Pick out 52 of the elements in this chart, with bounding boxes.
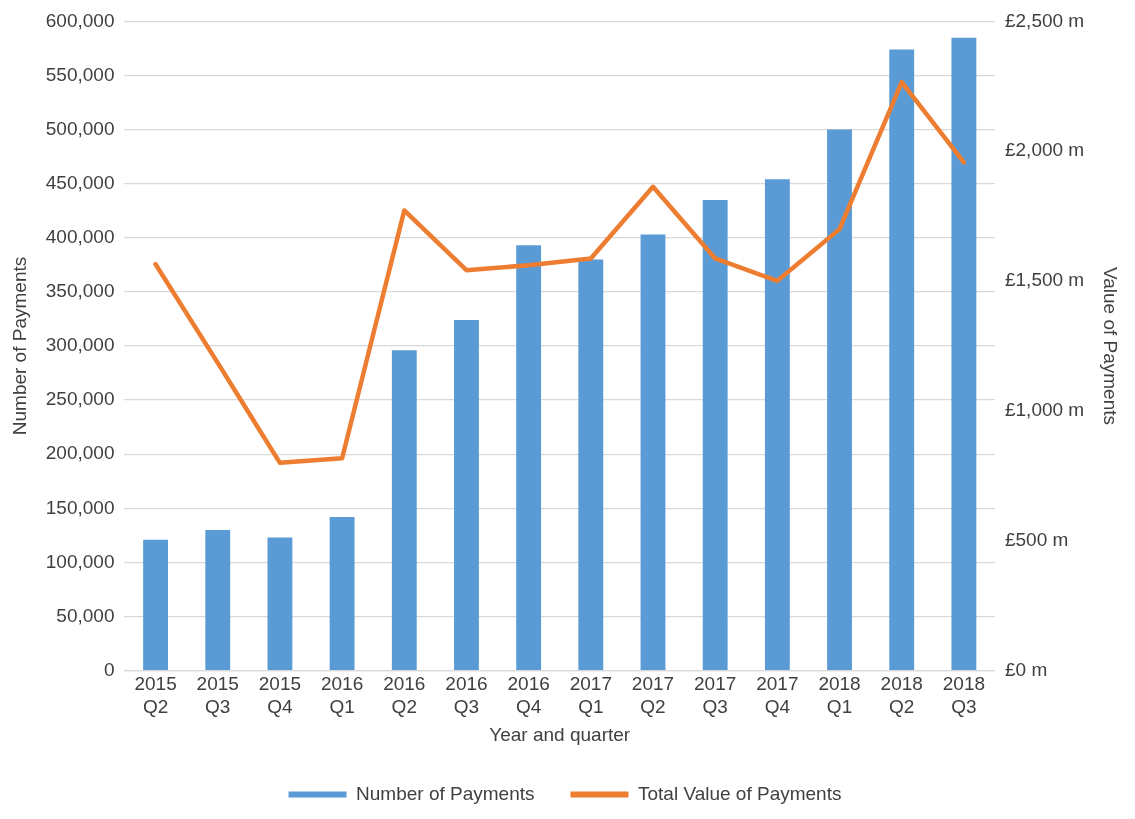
x-tick-label: 2016 Q2 [383,673,426,718]
y-tick-label: 300,000 [45,334,115,356]
y-tick-label: 550,000 [45,63,115,85]
y-tick-label: 150,000 [45,496,115,518]
x-tick-label: 2017 Q1 [569,673,612,718]
y-axis-title: Number of Payments [8,256,30,436]
bar [578,259,604,670]
y-tick-label: 100,000 [45,550,115,572]
x-tick-label: 2018 Q1 [818,673,861,718]
bar [640,234,666,670]
bar [827,129,852,670]
y-tick-label: 600,000 [45,9,115,31]
y2-tick-label: £500 m [1004,528,1069,550]
x-tick-label: 2017 Q2 [631,673,675,718]
y-tick-label: 450,000 [45,171,115,193]
bar [329,516,355,670]
y2-tick-label: £0 m [1004,658,1048,680]
bar [205,529,231,670]
bar [951,37,977,670]
bar [764,179,790,670]
y-tick-label: 0 [103,658,115,680]
x-tick-label: 2016 Q3 [445,673,488,718]
bar [454,320,479,670]
legend-label: Total Value of Payments [637,782,842,804]
y2-tick-label: £1,000 m [1004,399,1085,421]
bar [516,245,542,670]
x-tick-label: 2017 Q4 [756,673,799,718]
y2-tick-label: £2,000 m [1004,139,1085,161]
x-axis-title: Year and quarter [489,723,631,745]
legend-label: Number of Payments [356,782,535,804]
y-tick-label: 400,000 [45,226,115,248]
x-tick-label: 2016 Q4 [507,673,550,718]
x-tick-label: 2016 Q1 [320,673,364,718]
y-tick-label: 200,000 [45,442,115,464]
y-tick-label: 50,000 [56,604,115,626]
x-tick-label: 2018 Q2 [880,673,923,718]
y-tick-label: 500,000 [45,117,115,139]
bar [267,537,293,670]
y-tick-label: 250,000 [45,388,115,410]
x-tick-label: 2015 Q3 [196,673,239,718]
y2-tick-label: £2,500 m [1004,9,1085,31]
x-tick-label: 2015 Q4 [258,673,302,718]
x-tick-label: 2018 Q3 [942,673,986,718]
y2-tick-label: £1,500 m [1004,269,1085,291]
x-tick-label: 2015 Q2 [134,673,177,718]
y-tick-label: 350,000 [45,280,115,302]
bar [391,350,417,670]
bar [143,539,169,670]
bar [702,199,728,670]
bar [889,49,915,670]
x-tick-label: 2017 Q3 [694,673,737,718]
y2-axis-title: Value of Payments [1100,266,1122,426]
